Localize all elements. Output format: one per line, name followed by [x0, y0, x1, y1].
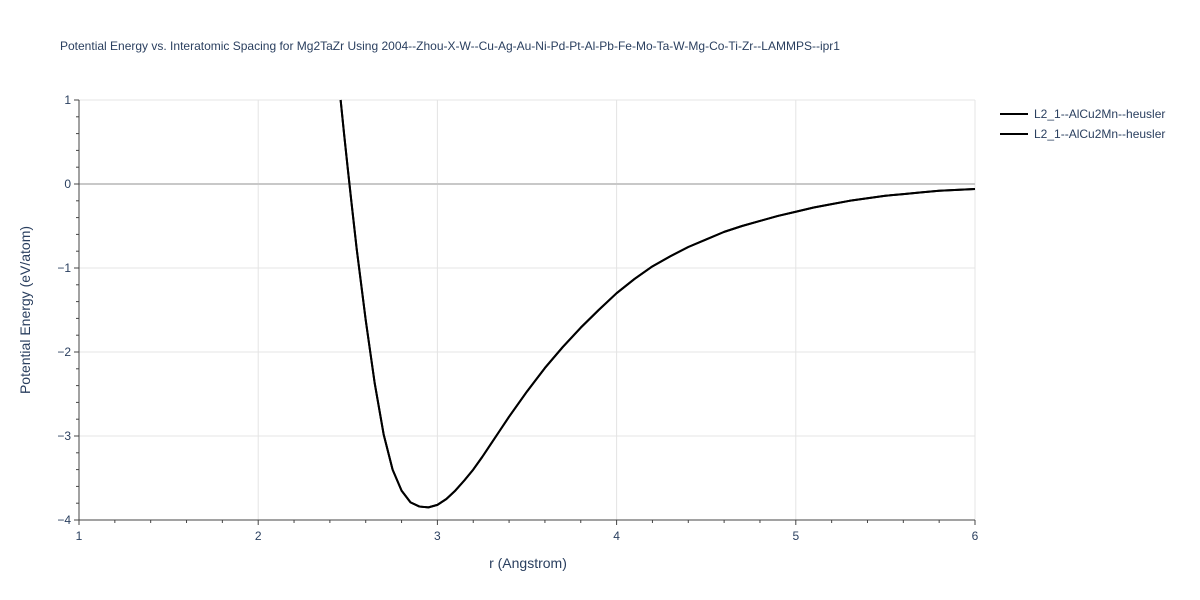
- x-axis-title: r (Angstrom): [489, 555, 567, 571]
- series-layer: [339, 99, 976, 509]
- series-line-2: [339, 99, 976, 509]
- y-tick-label: −3: [57, 429, 71, 443]
- x-tick-label: 6: [972, 529, 979, 543]
- y-tick-label: −2: [57, 345, 71, 359]
- y-tick-label: 1: [64, 93, 71, 107]
- y-tick-label: −4: [57, 513, 71, 527]
- y-tick-labels: 1 0 −1 −2 −3 −4: [57, 93, 71, 527]
- y-tick-label: 0: [64, 177, 71, 191]
- legend-entry-label: L2_1--AlCu2Mn--heusler: [1034, 107, 1165, 121]
- axes: [74, 99, 976, 525]
- x-tick-labels: 1 2 3 4 5 6: [76, 529, 979, 543]
- x-tick-label: 1: [76, 529, 83, 543]
- y-tick-label: −1: [57, 261, 71, 275]
- chart-title: Potential Energy vs. Interatomic Spacing…: [60, 39, 840, 53]
- x-tick-label: 5: [792, 529, 799, 543]
- legend-entry-label: L2_1--AlCu2Mn--heusler: [1034, 127, 1165, 141]
- x-tick-label: 2: [255, 529, 262, 543]
- y-axis-title: Potential Energy (eV/atom): [17, 226, 33, 394]
- x-tick-label: 4: [613, 529, 620, 543]
- x-gridlines: [257, 100, 976, 520]
- y-gridlines: [79, 99, 975, 437]
- x-tick-label: 3: [434, 529, 441, 543]
- legend: L2_1--AlCu2Mn--heusler L2_1--AlCu2Mn--heu…: [1000, 107, 1165, 141]
